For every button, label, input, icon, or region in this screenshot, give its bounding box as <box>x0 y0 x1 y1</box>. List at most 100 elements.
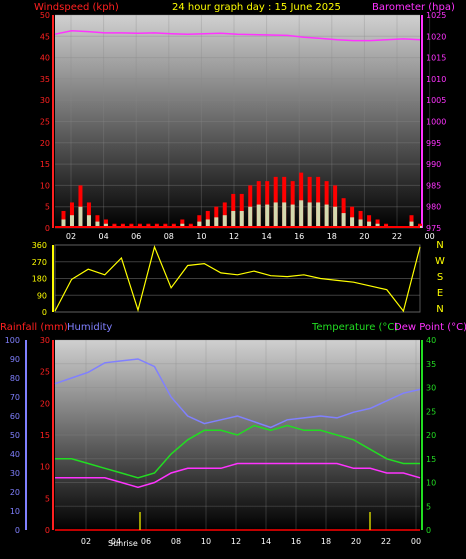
wind-x-tick: 14 <box>262 232 272 241</box>
barometer-y-tick: 990 <box>426 160 441 169</box>
wind-x-tick: 18 <box>327 232 337 241</box>
windspeed-bar <box>239 193 244 228</box>
windspeed-bar <box>103 219 108 228</box>
compass-label: N <box>436 240 443 251</box>
direction-y-tick: 0 <box>42 308 47 317</box>
rainfall-y-tick: 0 <box>45 526 50 535</box>
temperature-x-tick: 16 <box>291 537 301 546</box>
humidity-y-tick: 30 <box>10 469 20 478</box>
windspeed-avg-bar <box>103 223 108 228</box>
compass-label: E <box>437 288 443 299</box>
temperature-x-tick: 14 <box>261 537 271 546</box>
wind-y-tick: 25 <box>40 118 50 127</box>
compass-label: W <box>435 256 445 267</box>
temperature-x-tick: 02 <box>81 537 91 546</box>
barometer-y-tick: 1020 <box>426 32 446 41</box>
windspeed-avg-bar <box>350 217 355 228</box>
windspeed-avg-bar <box>239 210 244 228</box>
humidity-y-tick: 100 <box>5 336 20 345</box>
temperature-y-tick: 40 <box>426 336 436 345</box>
barometer-line <box>54 30 421 42</box>
barometer-title: Barometer (hpa) <box>372 2 455 13</box>
temperature-x-tick: 04 <box>111 537 121 546</box>
wind-x-tick: 02 <box>66 232 76 241</box>
windspeed-avg-bar <box>282 202 287 228</box>
humidity-y-tick: 70 <box>10 393 20 402</box>
windspeed-avg-bar <box>222 215 227 228</box>
windspeed-title: Windspeed (kph) <box>34 2 119 13</box>
humidity-title: Humidity <box>67 322 112 333</box>
wind-x-tick: 22 <box>392 232 402 241</box>
wind-y-tick: 10 <box>40 181 50 190</box>
wind-x-tick: 20 <box>359 232 369 241</box>
barometer-y-tick: 1025 <box>426 11 446 20</box>
dewpoint-title: Dew Point (°C) <box>394 322 466 333</box>
wind-y-tick: 0 <box>45 224 50 233</box>
direction-axis: 0 90 180 270 360 <box>32 241 54 317</box>
wind-x-tick: 16 <box>294 232 304 241</box>
temperature-y-tick: 10 <box>426 479 436 488</box>
windspeed-avg-bar <box>180 223 185 228</box>
compass-label: N <box>436 304 443 315</box>
windspeed-avg-bar <box>316 202 321 228</box>
windspeed-avg-bar <box>197 221 202 228</box>
windspeed-avg-bar <box>367 221 372 228</box>
direction-grid <box>55 244 420 313</box>
compass-label: S <box>437 272 443 283</box>
temperature-line <box>55 424 420 479</box>
windspeed-avg-bar <box>290 204 295 228</box>
rainfall-title: Rainfall (mm) <box>0 322 68 333</box>
direction-line <box>54 244 421 313</box>
barometer-y-tick: 975 <box>426 224 441 233</box>
windspeed-avg-bar <box>265 204 270 228</box>
temperature-x-tick: 18 <box>321 537 331 546</box>
wind-plot-area <box>55 15 420 228</box>
humidity-y-tick: 90 <box>10 355 20 364</box>
temperature-x-tick: 08 <box>171 537 181 546</box>
wind-y-tick: 15 <box>40 160 50 169</box>
windspeed-bar <box>375 219 380 228</box>
chart-title: 24 hour graph day : 15 June 2025 <box>172 2 341 13</box>
dewpoint-line <box>55 462 421 489</box>
temperature-x-tick: 00 <box>411 537 421 546</box>
direction-y-tick: 90 <box>37 291 47 300</box>
wind-x-tick: 06 <box>131 232 141 241</box>
humidity-y-tick: 40 <box>10 450 20 459</box>
temperature-x-tick: 10 <box>201 537 211 546</box>
wind-x-tick: 10 <box>196 232 206 241</box>
direction-y-tick: 180 <box>32 275 47 284</box>
windspeed-avg-bar <box>231 210 236 228</box>
humidity-y-tick: 80 <box>10 374 20 383</box>
windspeed-avg-bar <box>299 200 304 228</box>
rainfall-y-tick: 5 <box>45 494 50 503</box>
wind-x-axis: 02 04 06 08 10 12 14 16 18 20 22 00 <box>66 232 435 241</box>
wind-x-tick: 00 <box>425 232 435 241</box>
direction-y-tick: 360 <box>32 241 47 250</box>
barometer-y-tick: 985 <box>426 181 441 190</box>
temperature-y-tick: 20 <box>426 431 436 440</box>
windspeed-avg-bar <box>324 204 329 228</box>
direction-y-tick: 270 <box>32 258 47 267</box>
temperature-title: Temperature (°C) <box>311 322 398 333</box>
humidity-y-tick: 0 <box>15 526 20 535</box>
temperature-x-tick: 06 <box>141 537 151 546</box>
humidity-line <box>54 358 421 429</box>
windspeed-avg-bar <box>205 219 210 228</box>
windspeed-bar <box>231 193 236 228</box>
barometer-y-tick: 1015 <box>426 54 446 63</box>
temperature-y-tick: 15 <box>426 455 436 464</box>
temperature-x-tick: 20 <box>351 537 361 546</box>
windspeed-avg-bar <box>375 223 380 228</box>
temperature-y-tick: 5 <box>426 502 431 511</box>
temperature-axes: 0 10 20 30 40 50 60 70 80 90 100 0 5 10 15 20 25 30 0 5 10 15… <box>5 336 436 535</box>
barometer-y-tick: 980 <box>426 203 441 212</box>
direction-series <box>54 244 421 313</box>
humidity-y-tick: 20 <box>10 488 20 497</box>
windspeed-avg-bar <box>78 206 83 228</box>
rainfall-y-tick: 15 <box>40 431 50 440</box>
wind-series <box>54 30 422 228</box>
windspeed-avg-bar <box>333 206 338 228</box>
windspeed-avg-bar <box>95 221 100 228</box>
